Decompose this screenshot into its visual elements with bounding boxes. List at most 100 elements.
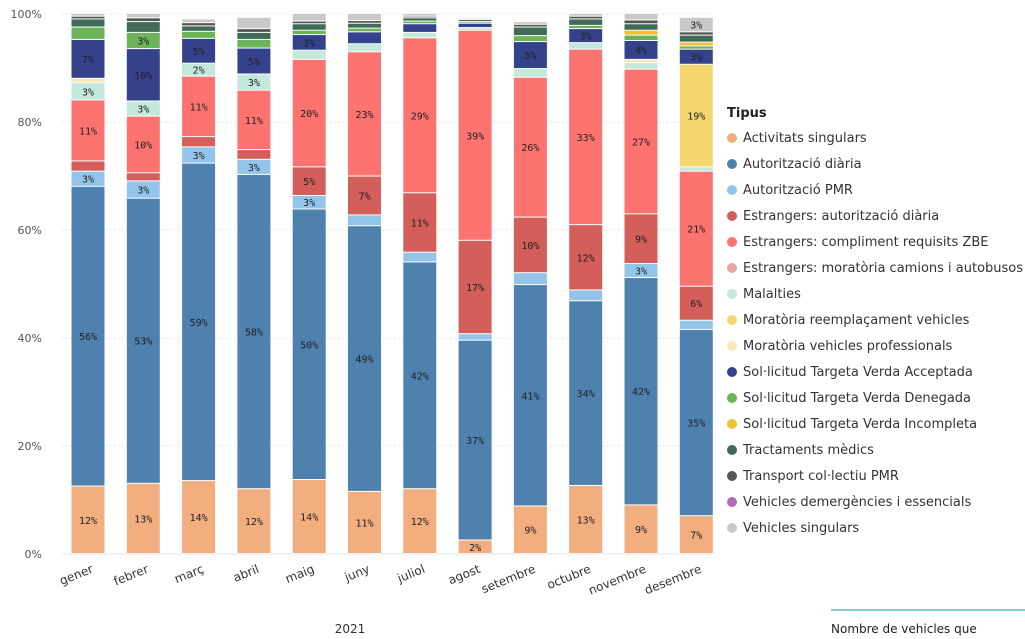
data-label: 9%	[635, 235, 647, 246]
bar-segment	[182, 38, 216, 63]
data-label: 3%	[193, 151, 205, 162]
data-label: 13%	[577, 515, 595, 526]
x-tick-label: maig	[283, 562, 316, 586]
bar-segment	[624, 278, 658, 505]
bar-segment	[292, 59, 326, 167]
bar-segment	[126, 173, 160, 181]
data-label: 42%	[632, 387, 650, 398]
data-label: 37%	[466, 436, 484, 447]
bar-segment	[292, 14, 326, 21]
data-label: 35%	[687, 419, 705, 430]
legend-label: Sol·licitud Targeta Verda Incompleta	[743, 416, 978, 432]
bar-segment	[569, 29, 603, 43]
legend-entry: Autorització PMR	[727, 177, 1022, 203]
bar-segment	[679, 17, 713, 32]
bar-segment	[292, 209, 326, 480]
legend-swatch	[727, 237, 737, 247]
data-label: 20%	[300, 109, 318, 120]
bar-segment	[71, 14, 105, 16]
x-tick-label: desembre	[643, 562, 704, 597]
bar-segment	[71, 100, 105, 161]
data-label: 3%	[82, 175, 94, 186]
bar-segment	[292, 50, 326, 59]
bar-segment	[348, 23, 381, 28]
data-label: 14%	[300, 513, 318, 524]
bar-segment	[348, 32, 381, 44]
bar-segment	[71, 186, 105, 486]
bar-segment	[71, 27, 105, 39]
data-label: 12%	[245, 517, 263, 528]
data-label: 26%	[521, 143, 539, 154]
data-label: 53%	[134, 337, 152, 348]
data-label: 58%	[245, 328, 263, 339]
data-label: 3%	[303, 38, 315, 49]
bar-segment	[292, 35, 326, 50]
bar-segment	[458, 23, 492, 28]
legend-entry: Moratòria reemplaçament vehicles	[727, 307, 1022, 333]
bar-segment	[513, 24, 547, 27]
data-label: 10%	[521, 241, 539, 252]
bar-segment	[458, 240, 492, 334]
legend-entry: Vehicles singulars	[727, 515, 1022, 541]
bar-segment	[348, 14, 381, 21]
bar-segment	[71, 161, 105, 171]
bar-segment	[126, 14, 160, 18]
data-label: 3%	[690, 53, 702, 64]
bar-segment	[624, 24, 658, 30]
legend-swatch	[727, 367, 737, 377]
bar-segment	[348, 44, 381, 52]
bar-segment	[237, 150, 271, 159]
bar-segment	[348, 226, 381, 491]
data-label: 2%	[469, 543, 481, 554]
bar-segment	[624, 41, 658, 59]
legend-entry: Autorització diària	[727, 151, 1022, 177]
legend-swatch	[727, 445, 737, 455]
bar-segment	[624, 505, 658, 553]
bar-segment	[403, 489, 437, 553]
bar-segment	[569, 16, 603, 19]
legend-swatch	[727, 263, 737, 273]
card-title: Nombre de vehicles que	[831, 622, 977, 636]
y-tick-label: 20%	[18, 440, 42, 453]
bar-segment	[679, 320, 713, 329]
bar-segment	[679, 171, 713, 286]
bar-segment	[182, 76, 216, 137]
x-tick-label: gener	[58, 562, 96, 588]
legend-label: Estrangers: compliment requisits ZBE	[743, 234, 989, 250]
bar-segment	[513, 27, 547, 36]
data-label: 11%	[190, 102, 208, 113]
bar-segment	[237, 159, 271, 174]
bar-segment	[458, 19, 492, 22]
x-axis-title: 2021	[334, 622, 366, 636]
bar-segment	[624, 214, 658, 264]
legend-label: Moratòria reemplaçament vehicles	[743, 312, 970, 328]
bar-segment	[237, 489, 271, 553]
legend-entry: Estrangers: compliment requisits ZBE	[727, 229, 1022, 255]
legend: Tipus Activitats singulars Autorització d…	[727, 106, 1023, 541]
x-tick-label: abril	[231, 562, 261, 585]
bar-segment	[237, 48, 271, 74]
x-tick-label: octubre	[545, 562, 593, 592]
data-label: 5%	[524, 51, 536, 62]
data-label: 12%	[411, 517, 429, 528]
bar-segment	[292, 195, 326, 209]
data-label: 41%	[521, 391, 539, 402]
data-label: 3%	[248, 163, 260, 174]
bar-segment	[458, 540, 492, 553]
legend-entry: Vehicles demergències i essencials	[727, 489, 1022, 515]
bar-segment	[458, 28, 492, 30]
bar-segment	[569, 225, 603, 290]
data-label: 3%	[303, 198, 315, 209]
bar-segment	[403, 193, 437, 252]
legend-swatch	[727, 419, 737, 429]
bar-segment	[513, 69, 547, 77]
data-label: 50%	[300, 340, 318, 351]
bar-segment	[182, 31, 216, 38]
bar-segment	[348, 21, 381, 23]
data-label: 42%	[411, 371, 429, 382]
legend-entry: Transport col·lectiu PMR	[727, 463, 1022, 489]
bar-segment	[126, 101, 160, 116]
bar-segment	[624, 63, 658, 69]
bar-segment	[513, 273, 547, 285]
data-label: 11%	[79, 126, 97, 137]
